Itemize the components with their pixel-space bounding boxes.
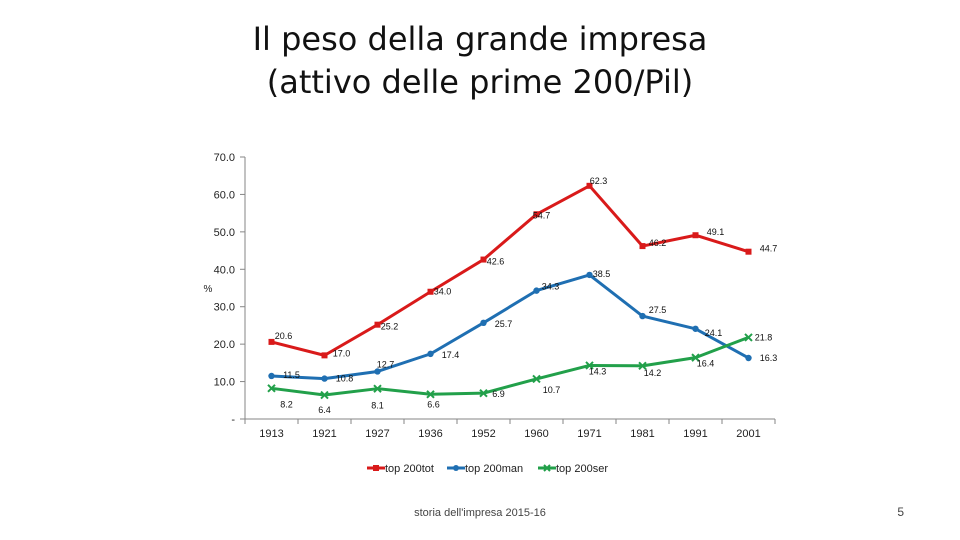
x-tick-label: 1913 <box>259 428 283 440</box>
data-point-marker <box>268 338 275 345</box>
data-point-marker <box>745 248 752 255</box>
data-label: 11.5 <box>283 370 300 380</box>
data-label: 14.2 <box>644 368 662 378</box>
data-label: 44.7 <box>760 244 778 254</box>
data-point-marker <box>586 271 593 279</box>
data-point-marker <box>692 232 699 239</box>
data-point-marker <box>321 375 328 382</box>
data-point-marker <box>639 243 646 250</box>
data-point-marker <box>639 312 646 320</box>
data-label: 17.0 <box>333 348 351 358</box>
data-label: 24.1 <box>705 328 723 338</box>
data-label: 10.7 <box>543 385 561 395</box>
y-tick-label: 10.0 <box>214 377 235 389</box>
y-tick-label: 30.0 <box>214 302 235 314</box>
data-label: 42.6 <box>487 257 505 267</box>
slide-title: Il peso della grande impresa (attivo del… <box>0 18 960 104</box>
y-tick-label: 60.0 <box>214 189 235 201</box>
slide-footer: storia dell'impresa 2015-16 <box>414 507 546 519</box>
data-label: 34.0 <box>434 287 452 297</box>
data-label: 16.4 <box>697 359 715 369</box>
data-label: 17.4 <box>442 350 460 360</box>
data-label: 27.5 <box>649 305 667 315</box>
line-chart: - 10.0 20.0 30.0 40.0 50.0 60.0 70.0% 1913 1921 19… <box>204 152 778 475</box>
x-tick-label: 1981 <box>630 428 654 440</box>
data-label: 12.7 <box>377 359 395 369</box>
data-point-marker <box>533 287 540 294</box>
page-number: 5 <box>897 505 904 519</box>
y-tick-label: 40.0 <box>214 264 235 276</box>
data-label: 6.4 <box>318 405 331 415</box>
y-tick-label: 50.0 <box>214 227 235 239</box>
x-tick-label: 1921 <box>312 428 336 440</box>
x-tick-label: 2001 <box>736 428 760 440</box>
data-label: 25.7 <box>495 319 513 329</box>
data-label: 21.8 <box>755 332 773 342</box>
x-tick-label: 1971 <box>577 428 601 440</box>
data-point-marker <box>586 182 593 189</box>
data-point-marker <box>427 288 434 295</box>
data-point-marker <box>373 384 382 393</box>
data-point-marker <box>427 350 434 358</box>
data-point-marker <box>268 372 275 380</box>
x-tick-label: 1960 <box>524 428 548 440</box>
data-point-marker <box>374 368 381 375</box>
data-point-marker <box>744 333 753 342</box>
data-point-marker <box>480 256 487 263</box>
data-point-marker <box>638 361 647 371</box>
data-point-marker <box>479 388 488 398</box>
legend-swatch-marker <box>543 464 551 472</box>
series-line-2 <box>271 273 750 381</box>
data-point-marker <box>321 352 328 359</box>
legend-label: top 200man <box>465 463 523 475</box>
data-label: 34.3 <box>542 282 560 292</box>
data-point-marker <box>480 319 487 327</box>
data-point-marker <box>585 361 594 370</box>
legend-swatch-marker <box>373 465 379 471</box>
y-axis-title: % <box>204 284 213 295</box>
x-tick-label: 1952 <box>471 428 495 440</box>
series-line-3 <box>271 336 750 397</box>
title-line-1: Il peso della grande impresa <box>252 20 708 58</box>
data-label: 8.2 <box>280 399 293 409</box>
data-label: 49.1 <box>707 227 725 237</box>
data-point-marker <box>426 390 435 399</box>
x-tick-label: 1936 <box>418 428 442 440</box>
data-label: 6.6 <box>427 399 440 409</box>
data-label: 20.6 <box>275 331 293 341</box>
legend-label: top 200ser <box>556 463 608 475</box>
series-line-1 <box>271 184 749 357</box>
data-point-marker <box>320 390 329 400</box>
title-line-2: (attivo delle prime 200/Pil) <box>266 63 694 101</box>
data-point-marker <box>267 384 276 393</box>
data-point-marker <box>691 353 700 362</box>
data-label: 14.3 <box>589 366 607 376</box>
data-label: 38.5 <box>593 269 611 279</box>
x-tick-label: 1991 <box>683 428 707 440</box>
y-tick-label: 70.0 <box>214 152 235 164</box>
data-point-marker <box>533 211 540 218</box>
data-label: 16.3 <box>760 353 778 363</box>
y-tick-label: - <box>231 414 235 426</box>
data-point-marker <box>745 354 752 362</box>
data-label: 54.7 <box>533 210 551 220</box>
data-point-marker <box>374 321 381 328</box>
data-label: 8.1 <box>371 401 384 411</box>
x-tick-label: 1927 <box>365 428 389 440</box>
data-label: 10.8 <box>336 374 354 384</box>
y-tick-label: 20.0 <box>214 339 235 351</box>
data-label: 25.2 <box>381 322 399 332</box>
data-point-marker <box>692 325 699 332</box>
legend-swatch-marker <box>453 465 459 471</box>
legend-label: top 200tot <box>385 463 434 475</box>
data-label: 62.3 <box>590 176 608 186</box>
data-label: 46.2 <box>649 238 667 248</box>
data-label: 6.9 <box>492 389 505 399</box>
data-point-marker <box>532 374 541 384</box>
